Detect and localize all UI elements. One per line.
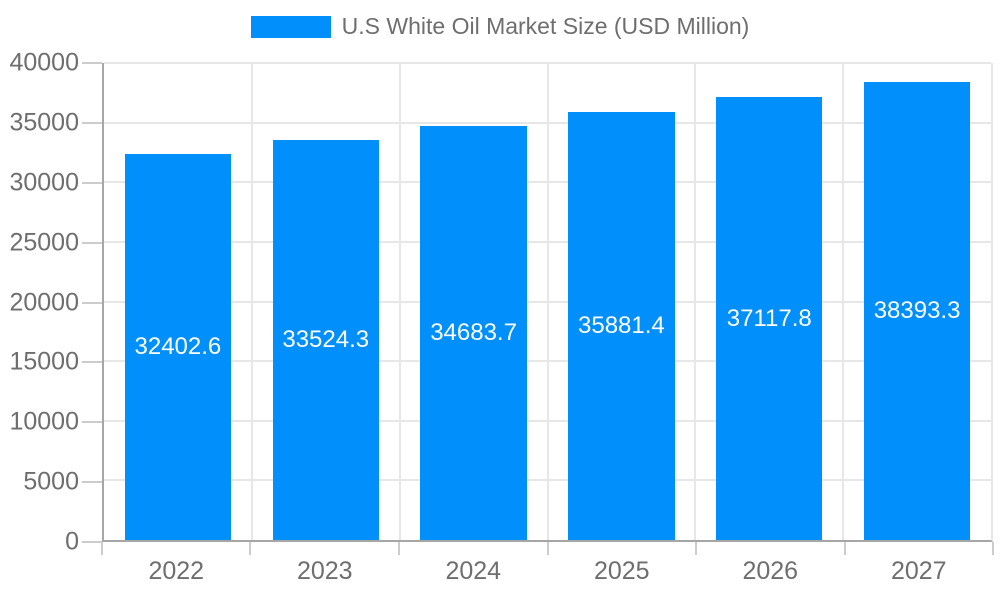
bar-value-label: 35881.4: [578, 312, 665, 340]
legend-label: U.S White Oil Market Size (USD Million): [341, 13, 750, 39]
y-tick-label: 20000: [9, 288, 79, 316]
y-tick-label: 30000: [9, 168, 79, 197]
y-axis-tick: [82, 421, 102, 424]
y-tick-label: 25000: [9, 228, 79, 257]
x-tick-label: 2027: [890, 557, 947, 585]
gridline-vertical: [694, 63, 697, 540]
y-axis-ticks: [82, 62, 102, 543]
bar-value-label: 32402.6: [134, 332, 222, 360]
x-axis-tick: [546, 542, 549, 555]
y-axis-tick: [82, 541, 102, 543]
x-axis-labels: 2022 2023 2024 2025 2026 2027: [102, 557, 993, 586]
x-axis-tick: [992, 542, 994, 555]
y-tick-label: 40000: [9, 48, 79, 77]
x-tick-label: 2026: [742, 557, 799, 585]
y-tick-label: 35000: [9, 108, 79, 137]
y-tick-label: 5000: [23, 467, 79, 496]
x-axis-tick: [101, 542, 103, 555]
gridline-vertical: [546, 63, 549, 540]
bar[interactable]: 35881.4: [568, 112, 675, 540]
bar[interactable]: 33524.3: [272, 140, 379, 540]
y-axis-tick: [82, 181, 102, 184]
bar[interactable]: 34683.7: [420, 126, 527, 540]
y-axis-tick: [82, 121, 102, 124]
y-tick-label: 10000: [9, 407, 79, 436]
bar-value-label: 38393.3: [873, 297, 961, 325]
bar[interactable]: 38393.3: [863, 82, 971, 540]
x-tick-label: 2024: [445, 557, 502, 585]
x-axis-tick: [694, 542, 697, 555]
x-tick-label: 2025: [593, 557, 650, 585]
y-axis-labels: 0 5000 10000 15000 20000 25000 30000 35000 40000: [0, 50, 79, 554]
y-tick-label: 0: [65, 527, 79, 556]
bar[interactable]: 32402.6: [124, 153, 232, 540]
x-axis-tick: [843, 542, 846, 555]
x-axis-tick: [397, 542, 400, 555]
x-axis-tick: [249, 542, 252, 555]
x-tick-label: 2023: [296, 557, 353, 585]
legend[interactable]: U.S White Oil Market Size (USD Million): [0, 13, 1000, 40]
gridline-vertical: [250, 63, 253, 540]
y-axis-tick: [82, 361, 102, 364]
y-axis-tick: [82, 481, 102, 484]
plot-area: 32402.6 33524.3 34683.7 35881.4 37117.8 38393…: [102, 62, 993, 542]
gridline-vertical: [842, 63, 845, 540]
gridline-vertical: [398, 63, 401, 540]
y-axis-tick: [82, 62, 102, 64]
x-tick-label: 2022: [148, 557, 205, 585]
bar-value-label: 37117.8: [726, 304, 812, 332]
bar-value-label: 33524.3: [282, 326, 370, 354]
bar-value-label: 34683.7: [430, 319, 517, 347]
y-tick-label: 15000: [9, 347, 79, 376]
y-axis-tick: [82, 301, 102, 304]
x-axis-ticks: [101, 542, 994, 555]
legend-marker-icon: [250, 15, 331, 38]
bar[interactable]: 37117.8: [716, 97, 823, 540]
y-axis-tick: [82, 241, 102, 244]
